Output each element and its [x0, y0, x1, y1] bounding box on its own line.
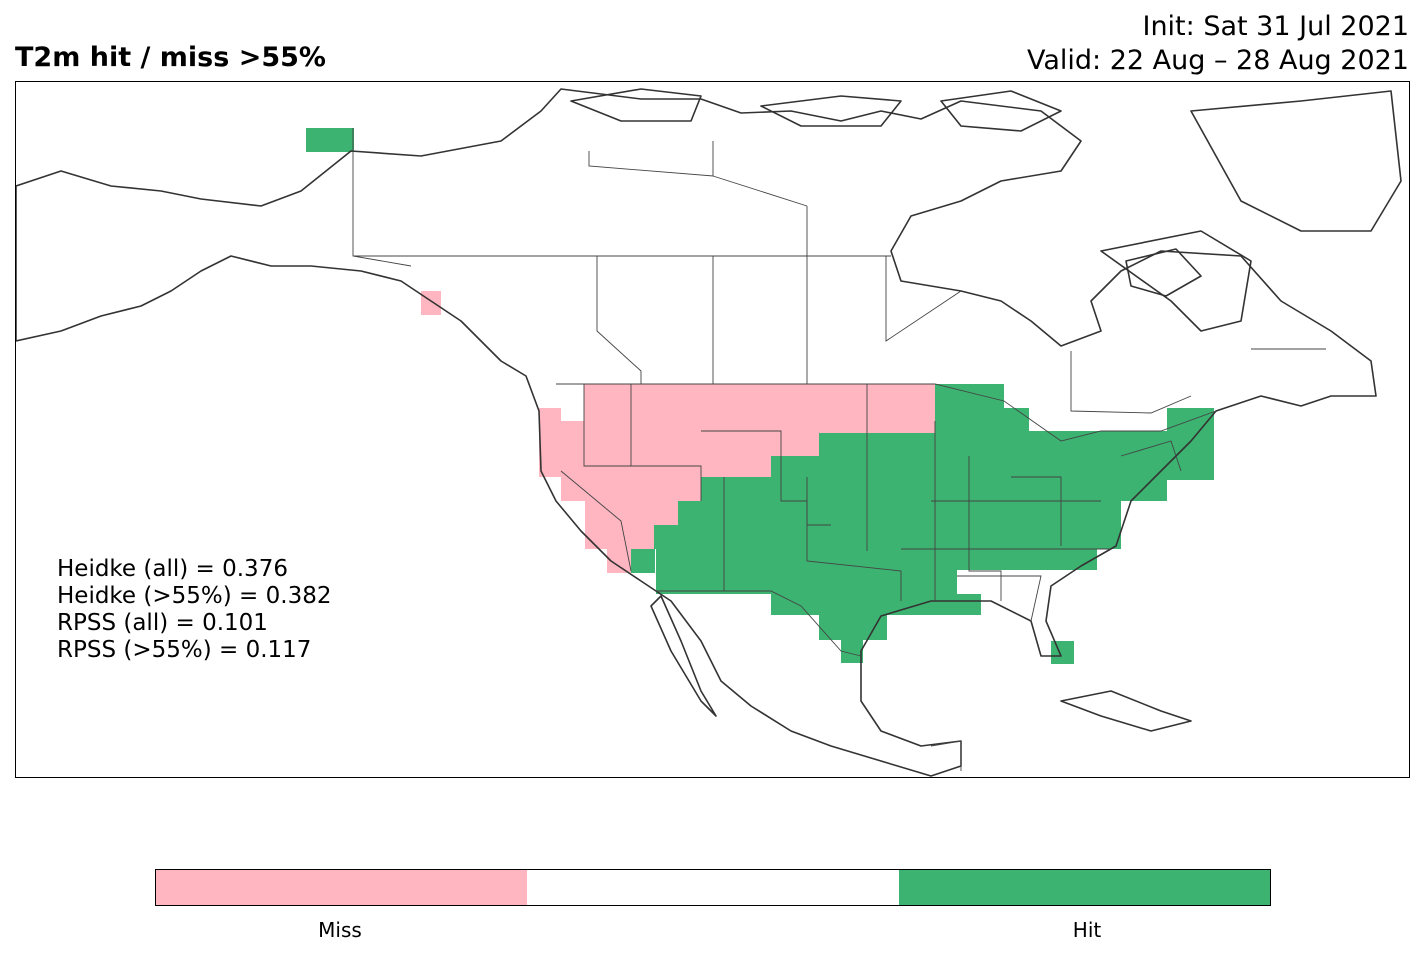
- colorbar-label-hit: Hit: [1072, 918, 1102, 942]
- border-alaska-canada: [352, 128, 412, 267]
- colorbar: [155, 869, 1271, 906]
- colorbar-label-miss: Miss: [318, 918, 362, 942]
- border-manitoba-ontario: [885, 256, 962, 342]
- colorbar-miss-segment: [156, 870, 528, 905]
- forecast-dates: Init: Sat 31 Jul 2021 Valid: 22 Aug – 28…: [1027, 10, 1409, 78]
- coastline-baja: [650, 595, 717, 717]
- coastline-north-america: [16, 88, 1377, 777]
- hit-cell-new-england: [1167, 408, 1214, 480]
- colorbar-neutral-segment: [527, 870, 899, 905]
- border-central-america: [930, 740, 962, 771]
- border-states-plains: [701, 430, 831, 526]
- hit-region-central-east: [631, 384, 1214, 663]
- coastline-arctic-islands-3: [940, 90, 1062, 132]
- coastline-labrador: [1100, 230, 1252, 332]
- coastline-arctic-islands-2: [760, 95, 902, 127]
- border-northeast: [1120, 440, 1182, 472]
- border-nwt-nunavut: [712, 175, 808, 207]
- hit-cell-western-alaska: [306, 128, 354, 152]
- miss-region-west: [539, 384, 935, 573]
- map-title: T2m hit / miss >55%: [15, 42, 326, 73]
- border-yukon-nwt: [588, 141, 714, 177]
- coastline-cuba: [1060, 690, 1192, 732]
- north-america-map: [16, 88, 1402, 777]
- miss-cell-alaska-panhandle: [421, 291, 441, 315]
- hit-cell-south-florida: [1051, 641, 1074, 664]
- skill-scores: Heidke (all) = 0.376 Heidke (>55%) = 0.3…: [57, 556, 331, 664]
- border-us-canada: [556, 383, 1217, 442]
- init-date: Init: Sat 31 Jul 2021: [1142, 11, 1409, 42]
- heidke-55: Heidke (>55%) = 0.382: [57, 583, 332, 609]
- coastline-greenland: [1190, 90, 1402, 232]
- rpss-all: RPSS (all) = 0.101: [57, 610, 268, 636]
- valid-range: Valid: 22 Aug – 28 Aug 2021: [1026, 45, 1409, 76]
- border-california-nevada: [560, 470, 632, 572]
- border-gulf-states: [957, 575, 1042, 622]
- hit-cell-baja-coast: [631, 549, 655, 573]
- coastline-hudson-bay-islands: [1125, 248, 1202, 297]
- colorbar-hit-segment: [898, 870, 1270, 905]
- border-ohio-valley: [1011, 476, 1062, 546]
- border-bc-alberta: [596, 256, 642, 384]
- heidke-all: Heidke (all) = 0.376: [57, 556, 288, 582]
- coastline-arctic-islands-1: [570, 88, 702, 122]
- border-quebec-ontario: [1070, 351, 1192, 414]
- rpss-55: RPSS (>55%) = 0.117: [57, 637, 312, 663]
- border-texas: [806, 477, 902, 601]
- map-panel: [15, 81, 1410, 778]
- border-us-mexico: [656, 590, 862, 657]
- border-states-south: [968, 456, 1002, 601]
